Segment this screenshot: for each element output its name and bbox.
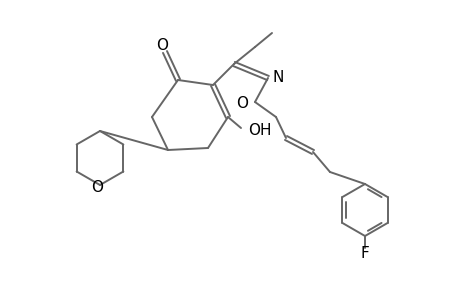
- Text: O: O: [156, 38, 168, 52]
- Text: OH: OH: [247, 122, 271, 137]
- Text: N: N: [272, 70, 284, 85]
- Text: O: O: [235, 95, 247, 110]
- Text: O: O: [91, 179, 103, 194]
- Text: F: F: [360, 247, 369, 262]
